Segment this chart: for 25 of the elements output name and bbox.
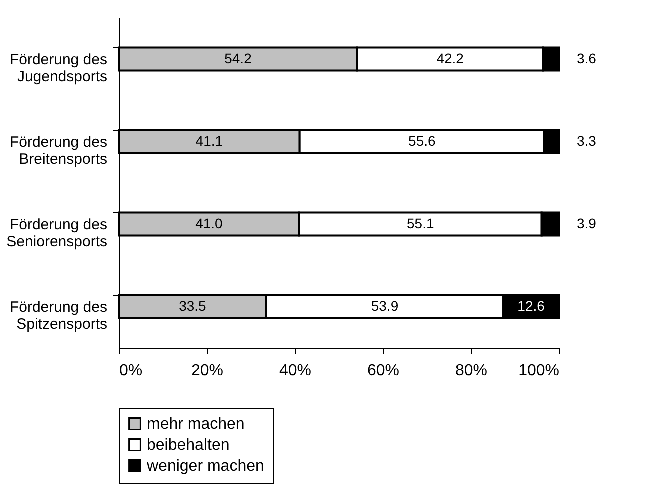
y-tick-label: Förderung des Seniorensports <box>6 216 108 250</box>
x-tick-label: 60% <box>367 362 400 380</box>
legend-label: weniger machen <box>146 458 264 475</box>
x-tick-label: 100% <box>518 362 560 380</box>
data-label: 3.3 <box>577 132 597 149</box>
data-label: 54.2 <box>224 50 252 66</box>
legend-label: mehr machen <box>147 416 245 433</box>
legend-label: beibehalten <box>147 437 230 454</box>
data-label: 55.6 <box>408 132 436 149</box>
y-tick-label: Förderung des Breitensports <box>10 134 108 168</box>
x-tick-label: 20% <box>191 362 224 380</box>
y-tick-label: Förderung des Spitzensports <box>10 298 108 333</box>
x-tick-label: 40% <box>279 362 312 380</box>
data-label: 12.6 <box>518 298 546 314</box>
data-label: 42.2 <box>436 50 464 66</box>
x-tick-label: 0% <box>120 362 143 380</box>
data-label: 41.1 <box>196 132 224 149</box>
data-label: 41.0 <box>196 215 224 232</box>
x-tick-label: 80% <box>455 362 488 380</box>
data-label: 55.1 <box>406 215 434 232</box>
data-label: 53.9 <box>371 298 399 314</box>
y-tick-label: Förderung des Jugendsports <box>10 51 108 86</box>
data-label: 33.5 <box>179 298 207 314</box>
data-label: 3.6 <box>577 50 597 66</box>
data-label: 3.9 <box>577 215 597 232</box>
